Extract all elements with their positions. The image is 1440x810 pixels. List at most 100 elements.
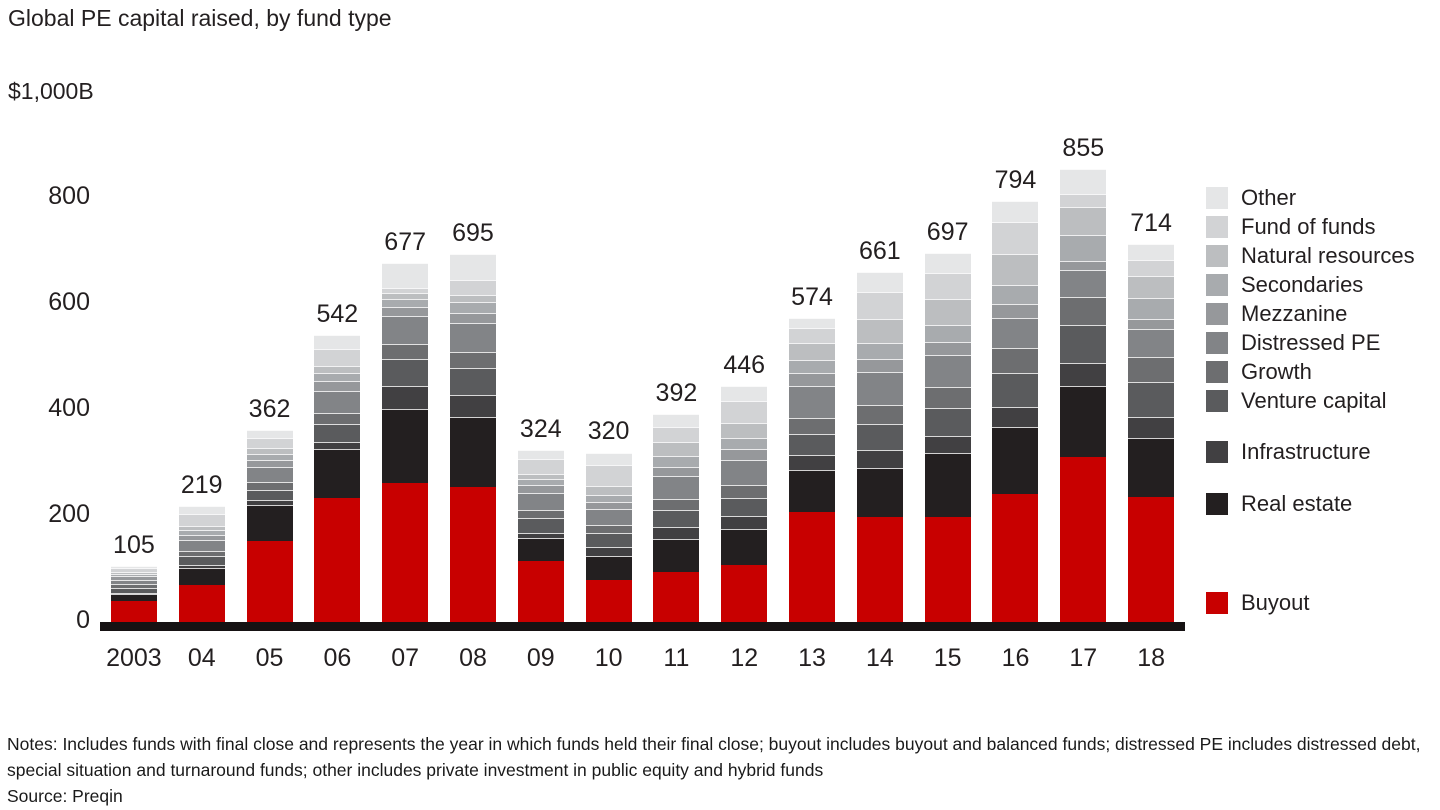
bar-segment-infrastructure <box>110 592 157 595</box>
bar-segment-fund_of_funds <box>1128 260 1175 276</box>
bar-segment-venture_capital <box>924 408 971 436</box>
bar-segment-venture_capital <box>178 556 225 565</box>
bar-segment-secondaries <box>721 437 768 450</box>
bar-total-label: 677 <box>384 228 427 257</box>
bar-segment-other <box>1128 243 1175 261</box>
bar-segment-real_estate <box>246 505 293 542</box>
bar-total-label: 697 <box>926 217 969 246</box>
bar-total-label: 794 <box>994 166 1037 195</box>
legend-swatch-fund_of_funds <box>1206 216 1228 238</box>
bar-12 <box>721 385 768 622</box>
bar-total-label: 324 <box>519 415 562 444</box>
source-text: Source: Preqin <box>7 786 123 806</box>
bar-09 <box>517 450 564 622</box>
x-axis-label-16: 16 <box>1001 644 1030 672</box>
bar-segment-fund_of_funds <box>992 222 1039 255</box>
bar-segment-natural_resources <box>517 473 564 479</box>
bar-segment-fund_of_funds <box>246 437 293 449</box>
bar-segment-distressed_pe <box>1128 328 1175 357</box>
bar-segment-other <box>856 271 903 293</box>
bar-segment-real_estate <box>314 449 361 498</box>
bar-segment-buyout <box>721 564 768 622</box>
bar-segment-secondaries <box>178 529 225 536</box>
bar-segment-real_estate <box>992 426 1039 494</box>
bar-segment-mezzanine <box>246 459 293 468</box>
bar-segment-fund_of_funds <box>517 458 564 474</box>
bar-segment-buyout <box>789 512 836 622</box>
bar-segment-natural_resources <box>721 422 768 438</box>
bar-segment-other <box>721 385 768 401</box>
bar-14 <box>856 271 903 622</box>
bar-segment-real_estate <box>653 538 700 572</box>
bar-segment-mezzanine <box>382 307 429 316</box>
bar-10 <box>585 452 632 622</box>
bar-segment-distressed_pe <box>449 322 496 352</box>
bar-segment-other <box>382 263 429 289</box>
bar-segment-growth <box>110 584 157 588</box>
bar-segment-natural_resources <box>585 486 632 495</box>
bar-segment-secondaries <box>1060 234 1107 262</box>
legend-swatch-buyout <box>1206 592 1228 614</box>
bar-segment-distressed_pe <box>789 386 836 418</box>
bar-total-label: 661 <box>858 236 901 265</box>
bar-segment-growth <box>314 413 361 424</box>
bar-segment-infrastructure <box>789 455 836 470</box>
bar-segment-fund_of_funds <box>449 280 496 296</box>
x-axis-label-10: 10 <box>594 644 623 672</box>
bar-segment-real_estate <box>449 417 496 488</box>
bar-segment-buyout <box>924 516 971 622</box>
bar-segment-venture_capital <box>314 423 361 442</box>
legend-label-buyout: Buyout <box>1241 590 1310 615</box>
legend-item-natural_resources: Natural resources <box>1206 243 1438 269</box>
x-axis-label-2003: 2003 <box>106 644 162 672</box>
bar-segment-mezzanine <box>721 449 768 460</box>
y-tick-label: 0 <box>76 606 90 634</box>
bar-segment-infrastructure <box>382 385 429 409</box>
bar-segment-other <box>110 566 157 569</box>
bar-segment-fund_of_funds <box>382 288 429 294</box>
bar-2003 <box>110 566 157 622</box>
bar-segment-venture_capital <box>1128 381 1175 417</box>
legend-swatch-natural_resources <box>1206 245 1228 267</box>
bar-segment-growth <box>1128 356 1175 382</box>
bar-segment-distressed_pe <box>721 459 768 486</box>
bar-segment-other <box>789 317 836 328</box>
x-axis-label-09: 09 <box>526 644 555 672</box>
bar-segment-real_estate <box>1128 438 1175 498</box>
legend-item-growth: Growth <box>1206 359 1438 385</box>
bar-segment-secondaries <box>449 302 496 314</box>
legend-item-distressed_pe: Distressed PE <box>1206 330 1438 356</box>
bar-segment-other <box>585 452 632 466</box>
bar-segment-real_estate <box>178 567 225 585</box>
bar-segment-other <box>178 506 225 514</box>
bar-segment-secondaries <box>382 298 429 308</box>
bar-segment-fund_of_funds <box>789 327 836 343</box>
bar-segment-distressed_pe <box>856 372 903 406</box>
legend-item-venture_capital: Venture capital <box>1206 388 1438 414</box>
legend-swatch-mezzanine <box>1206 303 1228 325</box>
x-axis-label-05: 05 <box>255 644 284 672</box>
bar-segment-mezzanine <box>585 502 632 509</box>
bar-segment-infrastructure <box>517 532 564 539</box>
bar-segment-growth <box>924 387 971 409</box>
bar-segment-real_estate <box>789 469 836 513</box>
bar-segment-natural_resources <box>110 571 157 574</box>
bar-segment-distressed_pe <box>517 492 564 510</box>
bar-segment-real_estate <box>1060 385 1107 457</box>
bar-segment-mezzanine <box>449 313 496 323</box>
bar-segment-buyout <box>517 560 564 622</box>
bar-segment-distressed_pe <box>1060 269 1107 298</box>
x-axis-label-13: 13 <box>798 644 826 672</box>
bar-segment-growth <box>653 498 700 511</box>
bar-segment-secondaries <box>924 324 971 342</box>
bar-segment-venture_capital <box>382 359 429 386</box>
bar-segment-buyout <box>992 493 1039 622</box>
legend-item-real_estate: Real estate <box>1206 491 1438 517</box>
legend-item-secondaries: Secondaries <box>1206 272 1438 298</box>
legend-label-secondaries: Secondaries <box>1241 272 1364 297</box>
bar-segment-venture_capital <box>517 518 564 533</box>
bar-segment-mezzanine <box>789 373 836 387</box>
bar-total-label: 855 <box>1062 133 1105 162</box>
bar-segment-infrastructure <box>449 395 496 418</box>
